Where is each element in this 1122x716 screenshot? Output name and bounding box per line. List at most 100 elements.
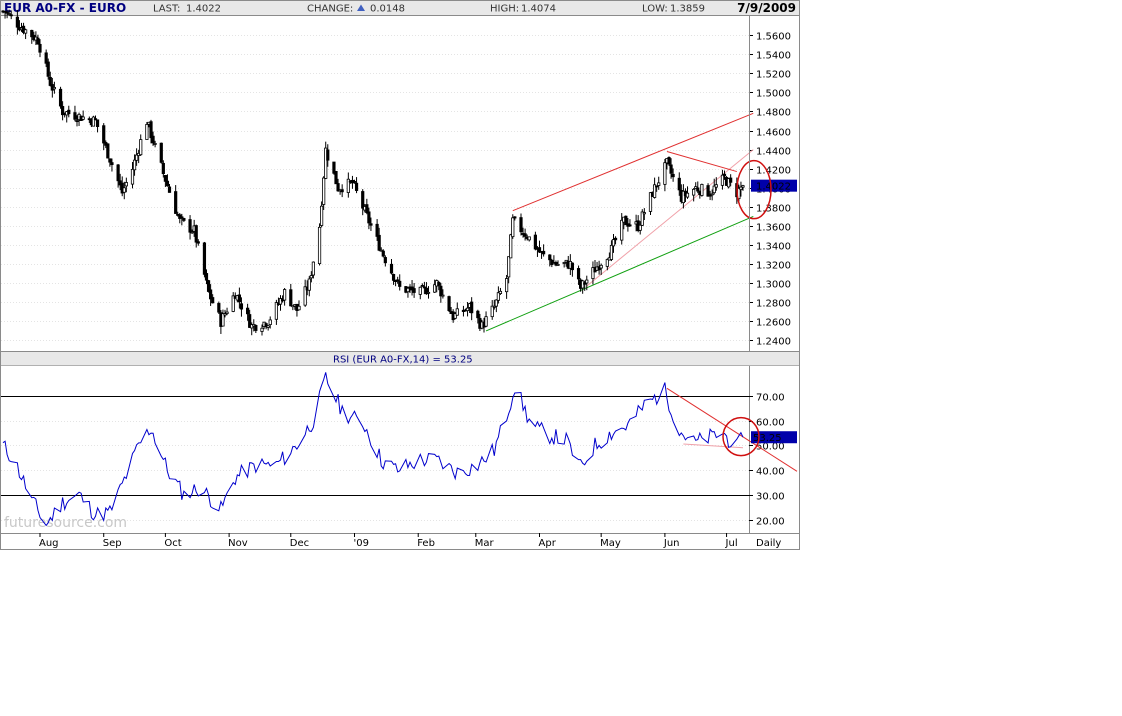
price-candle-body [289, 289, 293, 307]
x-tick-label: '09 [354, 538, 369, 549]
price-candle-body [642, 212, 646, 215]
x-tick-label: Sep [103, 538, 122, 549]
price-candle-body [533, 234, 537, 250]
price-tick-label: 1.5400 [756, 51, 791, 62]
price-candle-body [324, 147, 328, 179]
last-price-box [751, 179, 797, 192]
price-candle-body [439, 285, 443, 297]
price-candle-body [332, 161, 336, 174]
price-candle-body [714, 184, 718, 188]
price-candle-body [91, 116, 96, 127]
price-candle-body [248, 314, 252, 328]
price-candle-body [513, 216, 517, 219]
price-trendlines [485, 112, 754, 332]
price-plot-area [1, 16, 749, 350]
price-candle-body [365, 204, 369, 214]
price-candle-body [260, 327, 264, 332]
price-candle-body [570, 262, 574, 271]
high-value: 1.4074 [521, 4, 556, 15]
price-candle-body [36, 37, 40, 45]
price-candle-body [663, 162, 667, 185]
x-tick-label: Dec [290, 538, 309, 549]
rsi-title: RSI (EUR A0-FX,14) = 53.25 [333, 355, 473, 366]
price-candle-body [398, 280, 402, 287]
price-candle-body [75, 120, 79, 123]
price-candle-body [722, 173, 727, 177]
price-candle-body [153, 143, 157, 145]
rsi-tick-label: 40.00 [756, 467, 785, 478]
price-candle-body [669, 164, 673, 174]
price-candle-body [95, 119, 100, 127]
header-bar [1, 1, 799, 15]
price-candle-body [116, 164, 120, 182]
price-candle-body [576, 268, 581, 280]
price-candle-body [108, 158, 112, 163]
price-candle-body [223, 313, 227, 316]
price-candle-body [361, 191, 365, 209]
price-candle-body [498, 290, 503, 294]
price-candle-body [379, 249, 383, 252]
price-candle-body [484, 316, 488, 327]
price-candle-body [159, 142, 163, 163]
price-candle-body [613, 237, 618, 241]
price-candle-body [246, 307, 250, 315]
price-candle-body [381, 250, 385, 257]
price-candle-body [369, 223, 373, 226]
x-tick-label: Mar [475, 538, 495, 549]
price-candle-body [507, 256, 511, 278]
price-candle-body [209, 289, 213, 300]
price-candle-body [336, 183, 340, 192]
price-candle-body [15, 16, 19, 28]
price-candle-body [317, 226, 322, 265]
price-candle-body [202, 242, 207, 275]
header-date: 7/9/2009 [737, 1, 796, 15]
price-candle-body [542, 250, 546, 255]
price-candle-body [204, 273, 209, 281]
price-tick-label: 1.5000 [756, 89, 791, 100]
x-tick-label: Feb [417, 538, 435, 549]
rsi-trendlines [666, 387, 798, 472]
price-candle-body [190, 231, 194, 234]
price-candle-body [135, 154, 139, 161]
price-candle-body [174, 191, 178, 214]
price-candle-body [591, 267, 595, 279]
price-candles [1, 9, 745, 336]
change-up-arrow-icon [357, 4, 365, 11]
price-candle-body [396, 279, 400, 282]
price-candle-body [194, 225, 198, 243]
price-candle-body [110, 162, 114, 166]
price-candle-body [182, 218, 186, 221]
x-tick-label: May [600, 538, 621, 549]
price-candle-body [455, 308, 459, 316]
price-candle-body [163, 175, 167, 182]
rsi-title-bar [1, 352, 799, 365]
price-candle-body [61, 106, 65, 116]
price-candle-body [81, 116, 85, 120]
price-candle-body [470, 301, 474, 314]
price-candle-body [700, 184, 704, 196]
price-candle-body [24, 29, 28, 34]
price-candle-body [741, 185, 745, 188]
upper-channel-line [512, 112, 754, 212]
price-candle-body [46, 61, 50, 77]
price-candle-body [52, 87, 56, 90]
price-candle-body [106, 143, 110, 159]
price-candle-body [132, 159, 137, 171]
price-candle-body [217, 303, 221, 313]
price-candle-body [161, 162, 165, 175]
price-candle-body [264, 323, 268, 328]
price-pane: 1.5600 1.5400 1.5200 1.5000 1.4800 1.4600 1.44… [1, 9, 797, 350]
x-tick-label: Oct [164, 538, 181, 549]
price-candle-body [225, 311, 229, 314]
price-candle-body [628, 224, 632, 227]
price-candle-body [441, 294, 445, 297]
last-rsi-box [751, 431, 797, 444]
price-candle-body [653, 184, 657, 198]
price-candle-body [424, 287, 429, 295]
change-value: 0.0148 [370, 4, 405, 15]
price-candle-body [692, 188, 696, 196]
price-candle-body [465, 307, 470, 311]
price-candle-body [433, 284, 437, 293]
price-candle-body [671, 173, 675, 178]
rsi-gridlines [1, 396, 749, 521]
